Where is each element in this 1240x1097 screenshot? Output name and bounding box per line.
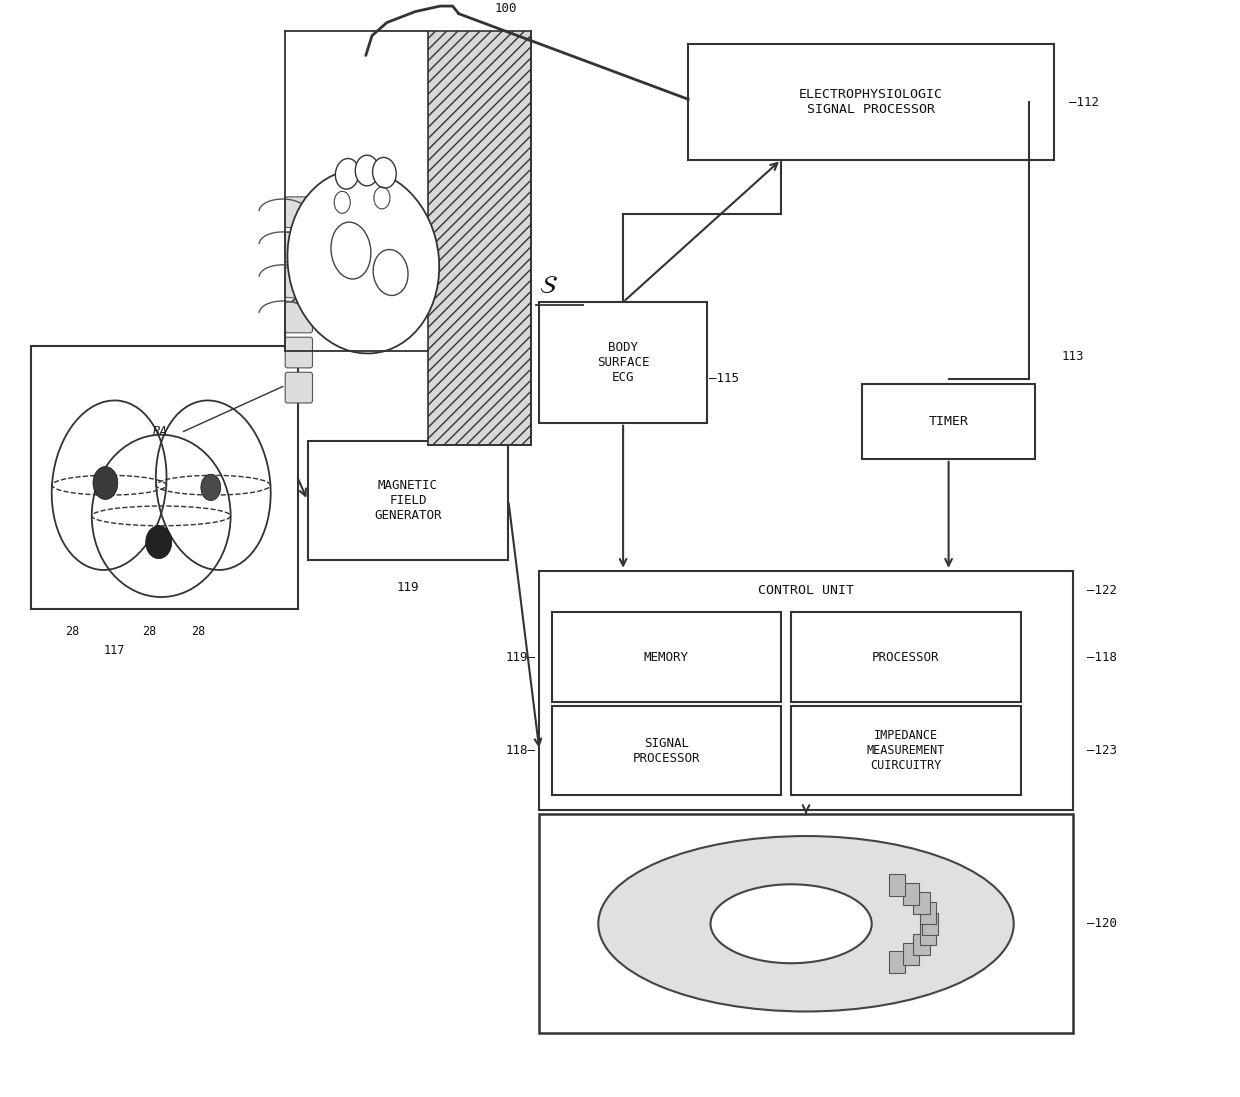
Text: IMPEDANCE
MEASUREMENT
CUIRCUITRY: IMPEDANCE MEASUREMENT CUIRCUITRY <box>867 730 945 772</box>
Text: PROCESSOR: PROCESSOR <box>872 651 940 664</box>
Bar <box>920 902 936 924</box>
Bar <box>552 705 781 795</box>
Bar <box>920 924 936 946</box>
Polygon shape <box>428 32 531 444</box>
Text: 28: 28 <box>141 624 156 637</box>
Bar <box>539 814 1073 1033</box>
Ellipse shape <box>335 158 360 189</box>
Text: —115: —115 <box>709 372 739 385</box>
Text: SIGNAL
PROCESSOR: SIGNAL PROCESSOR <box>632 736 701 765</box>
Text: 119: 119 <box>397 580 419 593</box>
Bar <box>539 302 707 422</box>
Ellipse shape <box>288 170 439 353</box>
Ellipse shape <box>93 466 118 499</box>
Text: —120: —120 <box>1087 917 1117 930</box>
Ellipse shape <box>711 884 872 963</box>
Text: BODY
SURFACE
ECG: BODY SURFACE ECG <box>596 341 650 384</box>
Text: 100: 100 <box>495 2 517 14</box>
Text: —118: —118 <box>1087 651 1117 664</box>
Text: —112: —112 <box>1069 95 1099 109</box>
Bar <box>308 441 508 559</box>
Text: RA: RA <box>153 425 167 438</box>
Text: 28: 28 <box>191 624 206 637</box>
Bar <box>903 943 919 965</box>
Bar <box>903 883 919 905</box>
Ellipse shape <box>598 836 1014 1011</box>
Bar <box>31 346 298 609</box>
Ellipse shape <box>372 157 397 188</box>
FancyBboxPatch shape <box>285 372 312 403</box>
Text: MEMORY: MEMORY <box>644 651 689 664</box>
FancyBboxPatch shape <box>285 302 312 332</box>
Text: MAGNETIC
FIELD
GENERATOR: MAGNETIC FIELD GENERATOR <box>374 479 441 522</box>
Text: 28: 28 <box>64 624 79 637</box>
Text: —123: —123 <box>1087 744 1117 757</box>
Bar <box>923 913 939 935</box>
FancyBboxPatch shape <box>285 231 312 262</box>
Bar <box>889 951 905 973</box>
Bar <box>791 705 1021 795</box>
Text: 119—: 119— <box>506 651 536 664</box>
FancyBboxPatch shape <box>285 267 312 297</box>
Text: $\mathcal{S}$: $\mathcal{S}$ <box>539 273 558 297</box>
Text: TIMER: TIMER <box>929 415 968 428</box>
Text: 118—: 118— <box>506 744 536 757</box>
Text: 117: 117 <box>103 644 125 657</box>
Bar <box>791 612 1021 702</box>
Bar <box>552 612 781 702</box>
Text: 113: 113 <box>1061 350 1084 363</box>
Ellipse shape <box>355 155 378 185</box>
Bar <box>914 934 930 955</box>
FancyBboxPatch shape <box>285 337 312 367</box>
Bar <box>539 570 1073 810</box>
Ellipse shape <box>146 525 171 558</box>
Bar <box>914 892 930 914</box>
Bar <box>889 874 905 896</box>
Ellipse shape <box>201 474 221 500</box>
Bar <box>688 45 1054 159</box>
Ellipse shape <box>308 272 419 338</box>
Bar <box>862 384 1035 459</box>
Text: ELECTROPHYSIOLOGIC
SIGNAL PROCESSOR: ELECTROPHYSIOLOGIC SIGNAL PROCESSOR <box>799 88 944 116</box>
Text: CONTROL UNIT: CONTROL UNIT <box>758 584 854 597</box>
Text: —122: —122 <box>1087 584 1117 597</box>
FancyBboxPatch shape <box>285 196 312 227</box>
